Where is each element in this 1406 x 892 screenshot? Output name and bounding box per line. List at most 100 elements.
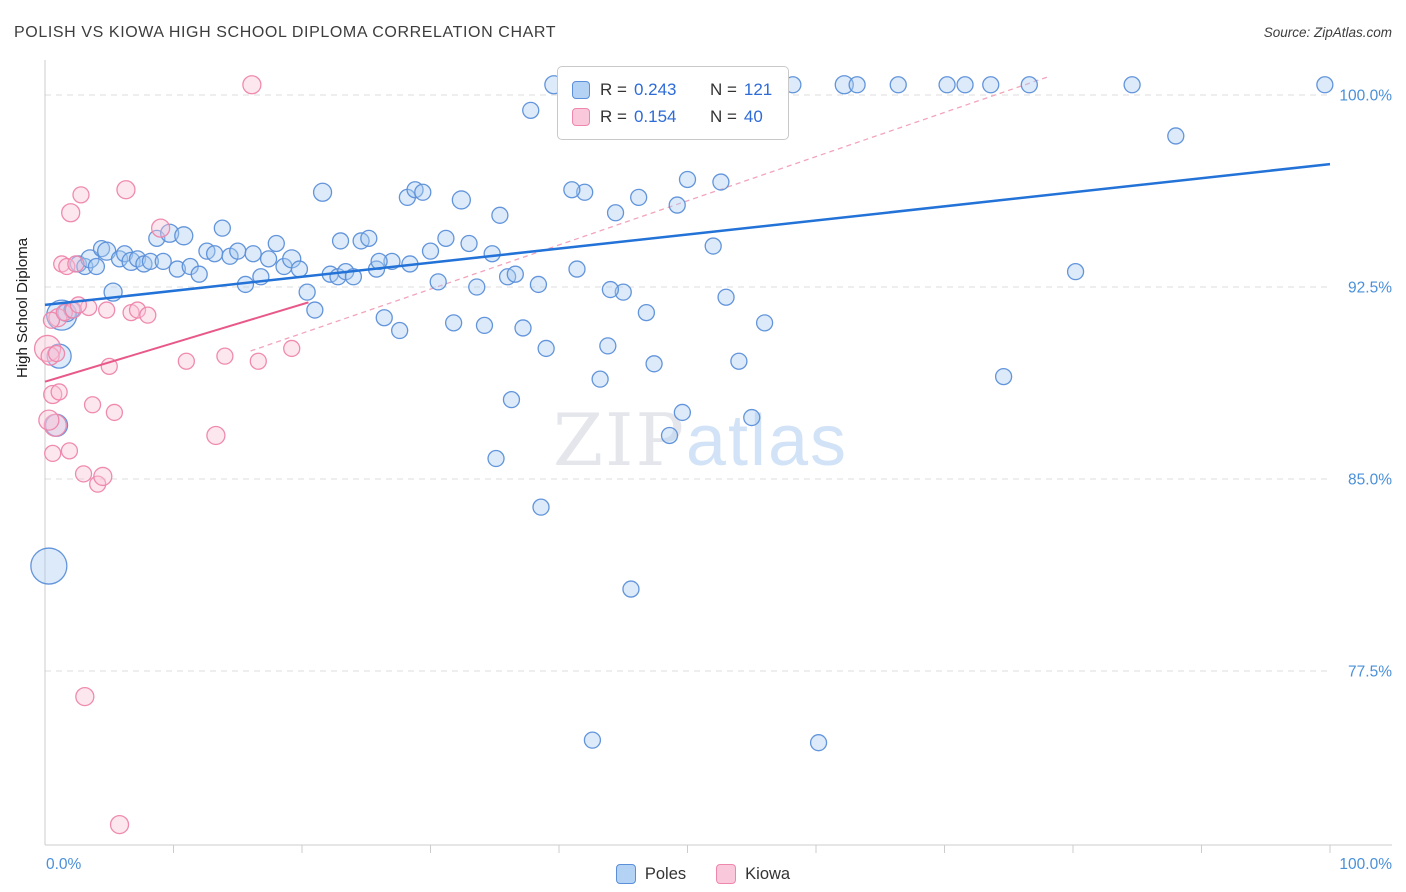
data-point-poles — [622, 580, 640, 598]
data-point-poles — [755, 314, 774, 332]
data-point-poles — [190, 265, 208, 283]
data-point-poles — [537, 339, 555, 358]
data-point-poles — [994, 367, 1013, 386]
data-point-kiowa — [150, 218, 171, 238]
data-point-poles — [563, 181, 581, 199]
data-point-poles — [630, 188, 648, 207]
data-point-poles — [267, 234, 285, 253]
data-point-kiowa — [105, 403, 124, 422]
data-point-poles — [1316, 76, 1334, 94]
data-point-kiowa — [43, 384, 63, 405]
data-point-poles — [1020, 76, 1038, 94]
poles-swatch — [615, 864, 636, 884]
data-point-poles — [298, 283, 316, 301]
data-point-poles — [514, 319, 532, 337]
data-point-poles — [848, 76, 866, 94]
data-point-kiowa — [216, 347, 234, 365]
data-point-poles — [487, 449, 505, 468]
y-tick-label: 92.5% — [1348, 280, 1392, 297]
data-point-poles — [938, 76, 956, 94]
data-point-poles — [502, 390, 521, 409]
data-point-poles — [87, 257, 106, 276]
data-point-poles — [154, 252, 172, 271]
data-point-poles — [712, 173, 730, 191]
legend-label-poles: Poles — [644, 864, 687, 883]
n-label: N = — [709, 106, 737, 126]
trend-line-kiowa-dashed — [250, 76, 1048, 352]
data-point-poles — [491, 206, 509, 224]
data-point-poles — [168, 260, 187, 278]
data-point-poles — [730, 352, 748, 370]
y-tick-label: 100.0% — [1339, 88, 1392, 105]
legend-label-kiowa: Kiowa — [745, 864, 791, 883]
data-point-poles — [673, 403, 692, 422]
data-point-kiowa — [139, 306, 157, 324]
data-point-poles — [375, 309, 393, 327]
data-point-kiowa — [128, 301, 147, 319]
data-point-poles — [743, 408, 761, 427]
data-point-poles — [174, 226, 194, 246]
n-value-kiowa: 40 — [743, 106, 763, 126]
data-point-kiowa — [60, 442, 79, 460]
y-tick-label: 85.0% — [1348, 472, 1392, 489]
data-point-poles — [205, 245, 224, 263]
data-point-kiowa — [74, 465, 93, 483]
data-point-poles — [529, 275, 548, 294]
watermark: ZIPatlas — [553, 404, 848, 477]
data-point-poles — [290, 260, 309, 278]
correlation-legend: R = 0.243 N = 121 R = 0.154 N = 40 — [557, 66, 790, 140]
n-label: N = — [709, 79, 737, 99]
data-point-poles — [483, 245, 501, 263]
data-point-poles — [982, 76, 1000, 94]
data-point-poles — [568, 260, 586, 278]
data-point-poles — [601, 280, 620, 299]
data-point-poles — [834, 75, 854, 95]
data-point-poles — [506, 265, 524, 283]
data-point-poles — [306, 301, 324, 319]
data-point-kiowa — [42, 311, 61, 329]
data-point-kiowa — [50, 383, 68, 401]
data-point-poles — [429, 273, 447, 291]
data-point-kiowa — [177, 352, 196, 370]
data-point-poles — [475, 316, 494, 335]
data-point-poles — [229, 242, 247, 260]
data-point-poles — [606, 204, 625, 222]
data-point-poles — [645, 355, 663, 373]
legend-item-kiowa: Kiowa — [716, 864, 790, 884]
data-point-kiowa — [116, 180, 136, 200]
source-attribution: Source: ZipAtlas.com — [1263, 25, 1392, 40]
data-point-kiowa — [47, 344, 66, 363]
data-point-kiowa — [43, 413, 67, 437]
data-point-poles — [809, 734, 828, 752]
data-point-kiowa — [40, 346, 60, 366]
data-point-poles — [614, 283, 632, 301]
data-point-poles — [141, 252, 160, 271]
n-value-poles: 121 — [743, 79, 773, 99]
data-point-poles — [660, 426, 679, 445]
data-point-poles — [414, 183, 432, 201]
watermark-zip: ZIP — [553, 398, 686, 482]
data-point-kiowa — [242, 75, 262, 95]
data-point-poles — [116, 245, 134, 263]
kiowa-swatch — [572, 107, 590, 126]
data-point-poles — [1123, 76, 1141, 94]
data-point-kiowa — [98, 301, 116, 319]
data-point-poles — [259, 250, 278, 268]
legend-item-poles: Poles — [615, 864, 687, 884]
data-point-poles — [46, 299, 78, 331]
data-point-poles — [331, 232, 350, 250]
r-value-kiowa: 0.154 — [633, 106, 677, 126]
data-point-kiowa — [93, 466, 113, 487]
series-legend: Poles Kiowa — [0, 864, 1406, 884]
data-point-poles — [522, 101, 540, 120]
data-point-poles — [1066, 262, 1085, 281]
data-point-kiowa — [249, 352, 267, 370]
data-point-kiowa — [67, 255, 85, 273]
data-point-poles — [889, 76, 907, 94]
data-point-poles — [244, 245, 262, 263]
data-point-poles — [30, 547, 68, 585]
data-point-poles — [1167, 127, 1185, 145]
r-value-poles: 0.243 — [633, 79, 677, 99]
